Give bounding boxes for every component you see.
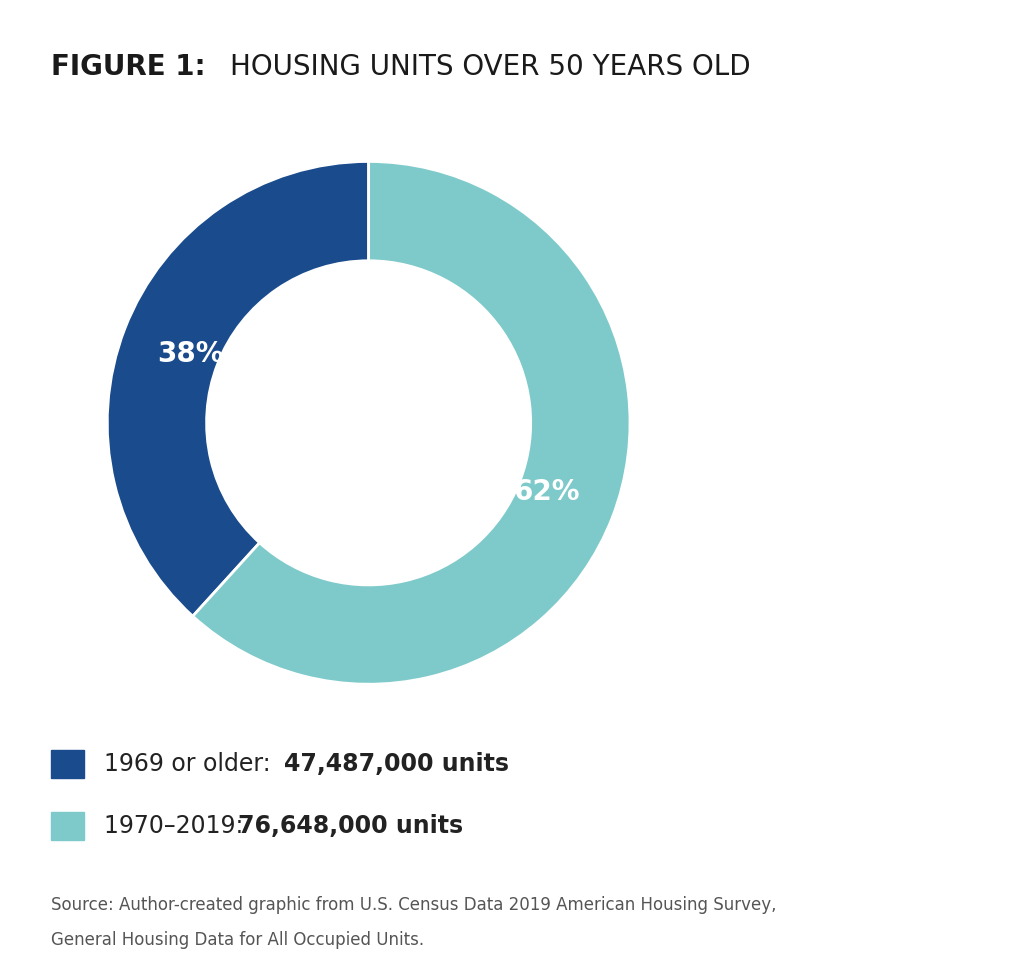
Text: HOUSING UNITS OVER 50 YEARS OLD: HOUSING UNITS OVER 50 YEARS OLD	[230, 53, 751, 82]
Wedge shape	[193, 161, 630, 684]
Text: 1970–2019:: 1970–2019:	[104, 814, 251, 838]
Text: FIGURE 1:: FIGURE 1:	[51, 53, 206, 82]
Text: Source: Author-created graphic from U.S. Census Data 2019 American Housing Surve: Source: Author-created graphic from U.S.…	[51, 896, 776, 914]
Text: 62%: 62%	[513, 478, 580, 505]
Text: 38%: 38%	[158, 340, 224, 368]
Bar	[51, 751, 84, 778]
Text: 76,648,000 units: 76,648,000 units	[238, 814, 463, 838]
Wedge shape	[108, 161, 369, 616]
Text: 1969 or older:: 1969 or older:	[104, 752, 279, 776]
Text: General Housing Data for All Occupied Units.: General Housing Data for All Occupied Un…	[51, 930, 424, 949]
Bar	[51, 812, 84, 840]
Text: 47,487,000 units: 47,487,000 units	[284, 752, 509, 776]
